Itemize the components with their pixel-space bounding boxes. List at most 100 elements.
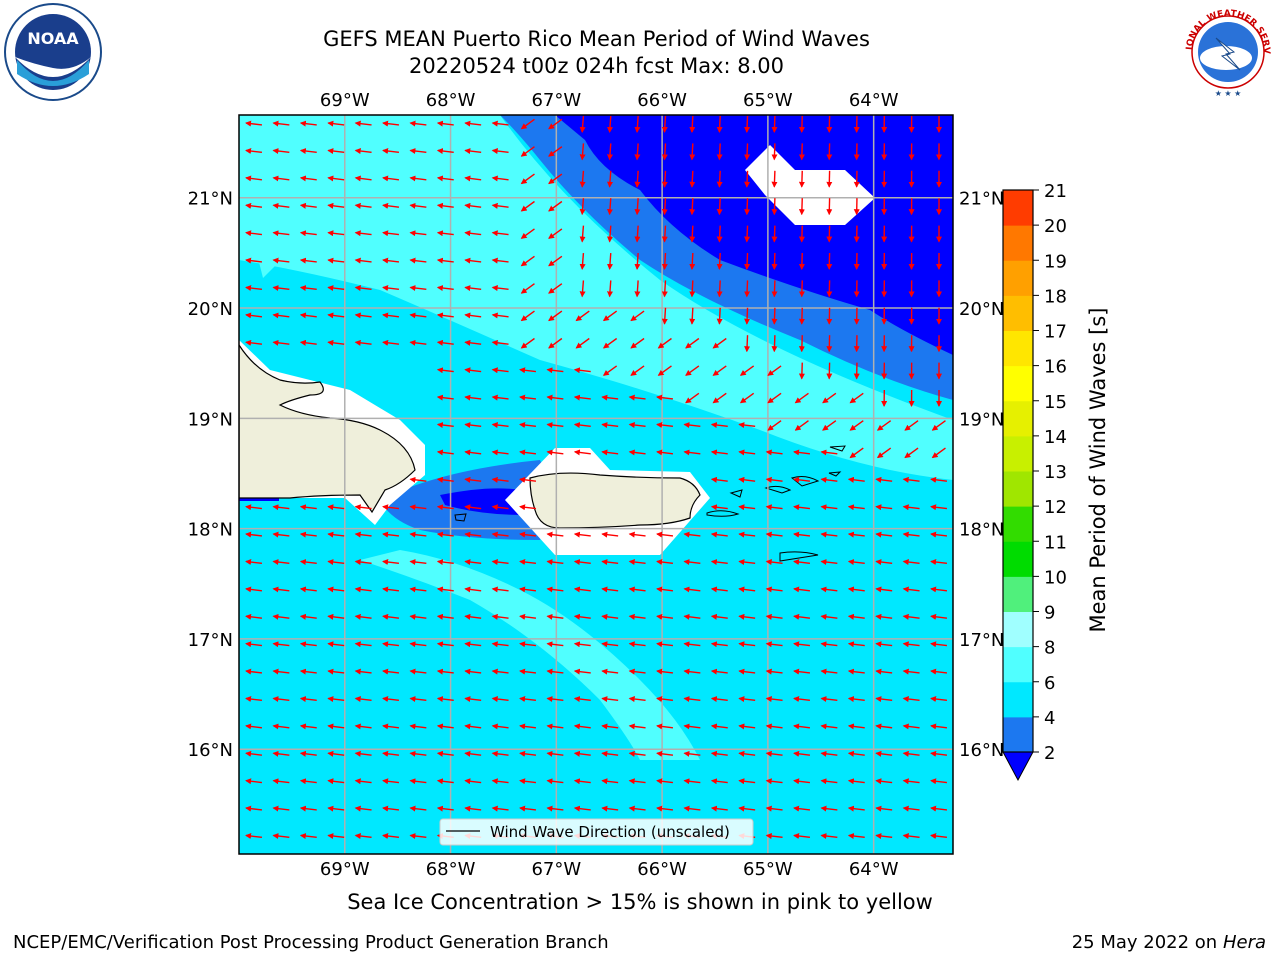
lat-label-right: 19°N <box>959 409 1004 430</box>
wave-vector <box>579 252 586 270</box>
wave-vector <box>436 613 454 620</box>
wave-vector <box>628 723 646 730</box>
wave-vector <box>436 285 454 292</box>
wave-vector <box>546 805 564 812</box>
wave-vector <box>601 422 619 429</box>
wave-vector <box>771 335 778 353</box>
wave-vector <box>601 449 619 456</box>
wave-vector <box>491 148 509 155</box>
lat-label-right: 20°N <box>959 299 1004 320</box>
wave-vector <box>683 531 701 538</box>
wave-vector <box>520 173 535 185</box>
wave-vector <box>519 805 537 812</box>
wave-vector <box>847 586 865 593</box>
wave-vector <box>656 723 674 730</box>
wave-vector <box>765 641 783 648</box>
wave-vector <box>710 422 728 429</box>
colorbar-segment <box>1003 435 1033 472</box>
wave-vector <box>272 148 290 155</box>
lat-labels-right: 21°N 20°N 19°N 18°N 17°N 16°N <box>959 189 1004 761</box>
wave-vector <box>716 280 723 298</box>
wave-vector <box>689 307 696 325</box>
wave-vector <box>683 422 701 429</box>
wave-vector <box>546 668 564 675</box>
wave-vector <box>272 339 290 346</box>
wave-vector <box>820 613 838 620</box>
wave-vector <box>573 696 591 703</box>
wave-vector <box>738 668 756 675</box>
wave-vector <box>765 476 783 483</box>
wave-vector <box>436 422 454 429</box>
wave-vector <box>327 531 345 538</box>
wave-vector <box>491 367 509 374</box>
wave-vector <box>546 394 564 401</box>
wave-vector <box>299 586 317 593</box>
wave-vector <box>327 339 345 346</box>
wave-vector <box>382 202 400 209</box>
lon-label-top: 65°W <box>743 90 793 111</box>
colorbar-tick-label: 2 <box>1044 743 1055 764</box>
wave-vector <box>546 586 564 593</box>
wave-vector <box>354 339 372 346</box>
wave-vector <box>634 252 641 270</box>
wave-vector <box>382 833 400 840</box>
wave-vector <box>464 285 482 292</box>
wave-vector <box>765 668 783 675</box>
wave-vector <box>820 696 838 703</box>
wave-vector <box>628 449 646 456</box>
wave-vector <box>436 257 454 264</box>
wave-vector <box>771 252 778 270</box>
wave-vector <box>793 805 811 812</box>
wave-vector <box>491 285 509 292</box>
wave-vector <box>272 668 290 675</box>
wave-vector <box>579 198 586 216</box>
wave-vector <box>634 198 641 216</box>
wave-vector <box>245 696 263 703</box>
wave-vector <box>354 230 372 237</box>
wave-vector <box>520 200 535 212</box>
colorbar-segment <box>1003 611 1033 648</box>
field-below-2 <box>555 115 953 355</box>
wave-vector <box>798 307 805 325</box>
wave-vector <box>606 225 613 243</box>
wave-vector <box>847 504 865 511</box>
wave-vector <box>875 476 893 483</box>
wave-vector <box>716 115 723 133</box>
wave-vector <box>765 723 783 730</box>
wave-vector <box>327 175 345 182</box>
wave-vector <box>491 202 509 209</box>
wave-vector <box>683 613 701 620</box>
wave-vector <box>661 307 668 325</box>
wave-vector <box>902 833 920 840</box>
wave-vector <box>875 531 893 538</box>
lon-label-top: 67°W <box>531 90 581 111</box>
wave-vector <box>765 504 783 511</box>
wave-vector <box>902 750 920 757</box>
wave-vector <box>573 723 591 730</box>
wave-vector <box>409 120 427 127</box>
wave-vector <box>902 531 920 538</box>
wave-vector <box>601 531 619 538</box>
wave-vector <box>930 613 948 620</box>
wave-vector <box>245 339 263 346</box>
wave-vector <box>798 170 805 188</box>
wave-vector <box>436 750 454 757</box>
wave-vector <box>436 476 454 483</box>
wave-vector <box>657 337 672 349</box>
wave-vector <box>299 805 317 812</box>
wave-vector <box>520 146 535 157</box>
lat-label-left: 16°N <box>188 740 233 761</box>
wave-vector <box>272 531 290 538</box>
wave-vector <box>875 778 893 785</box>
wave-vector <box>272 202 290 209</box>
wave-vector <box>579 225 586 243</box>
wave-vector <box>601 641 619 648</box>
wave-vector <box>548 146 563 157</box>
wave-vector <box>794 420 809 431</box>
wave-vector <box>491 641 509 648</box>
wave-vector <box>602 337 618 349</box>
colorbar-segment <box>1003 225 1033 261</box>
colorbar-segment <box>1003 681 1033 718</box>
land-hispaniola <box>239 343 416 514</box>
wave-vector <box>520 228 535 239</box>
